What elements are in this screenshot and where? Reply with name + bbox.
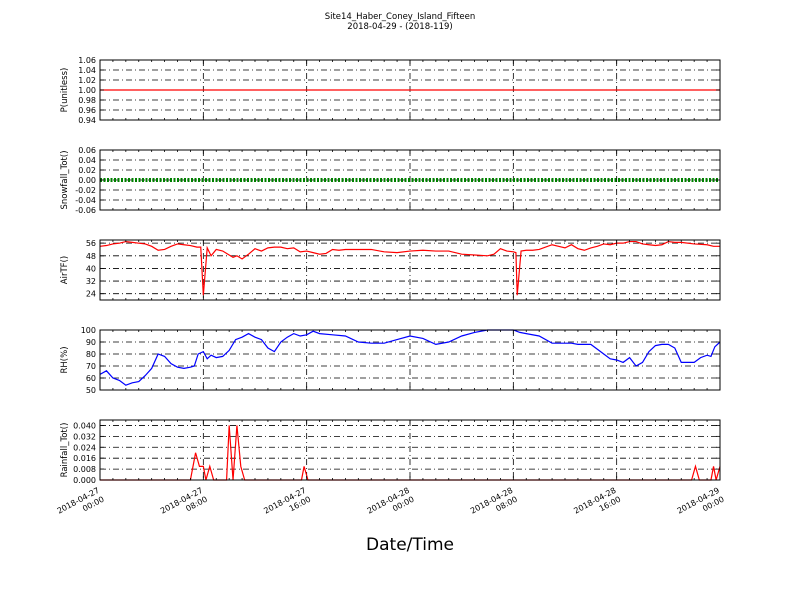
y-axis-label: Rainfall_Tot() [60, 423, 70, 478]
y-tick-label: 1.00 [78, 86, 96, 95]
y-tick-label: 70 [86, 362, 96, 371]
y-tick-label: 0.96 [78, 106, 96, 115]
y-tick-label: 1.06 [78, 56, 96, 65]
y-tick-label: -0.06 [75, 206, 96, 215]
y-axis-label: P(unitless) [60, 68, 70, 113]
chart-title: Site14_Haber_Coney_Island_Fifteen [325, 12, 476, 22]
y-tick-label: 0.024 [73, 443, 96, 452]
x-tick-label: 2018-04-2800:00 [366, 486, 416, 525]
y-tick-label: 0.98 [78, 96, 96, 105]
y-tick-label: -0.04 [75, 196, 96, 205]
panel-4: 50 60 70 80 90 100 RH(%) [60, 326, 721, 395]
y-tick-label: 40 [86, 264, 96, 273]
y-tick-label: 60 [86, 374, 96, 383]
x-tick-label: 2018-04-2708:00 [159, 486, 209, 525]
x-tick-label: 2018-04-2900:00 [676, 486, 726, 525]
y-axis-label: Snowfall_Tot() [60, 150, 70, 209]
x-tick-label: 2018-04-2808:00 [469, 486, 519, 525]
y-tick-label: 0.000 [73, 476, 96, 485]
x-tick-label: 2018-04-2700:00 [56, 486, 106, 525]
y-tick-label: -0.02 [75, 186, 96, 195]
x-tick-label: 2018-04-2816:00 [572, 486, 622, 525]
y-axis-label: RH(%) [60, 346, 70, 373]
panel-3: 24 32 40 48 56 AirTF() [60, 239, 721, 301]
y-tick-label: 0.008 [73, 465, 96, 474]
y-tick-label: 0.016 [73, 454, 96, 463]
y-tick-label: 24 [86, 290, 96, 299]
series-line-4 [99, 329, 721, 386]
panel-1: 0.940.960.981.001.021.041.06 P(unitless) [60, 56, 721, 125]
panel-5: 0.000 0.008 0.016 0.024 0.032 0.040Rainfall_T… [60, 419, 721, 485]
panels-group: 0.940.960.981.001.021.041.06 P(unitless) -… [60, 56, 721, 485]
panel-2: -0.06-0.04-0.020.000.020.040.06 Snowfall_… [60, 146, 721, 215]
y-tick-label: 32 [86, 277, 96, 286]
x-axis-tick-labels: 2018-04-2700:00 2018-04-2708:00 2018-04-27… [56, 486, 726, 525]
x-tick-label: 2018-04-2716:00 [262, 486, 312, 525]
y-axis-label: AirTF() [60, 256, 70, 284]
y-tick-label: 48 [86, 252, 96, 261]
y-tick-label: 0.06 [78, 146, 96, 155]
y-tick-label: 0.02 [78, 166, 96, 175]
y-tick-label: 56 [86, 239, 96, 248]
y-tick-label: 80 [86, 350, 96, 359]
y-tick-label: 0.00 [78, 176, 96, 185]
y-tick-label: 50 [86, 386, 96, 395]
y-tick-label: 0.040 [73, 421, 96, 430]
y-tick-label: 1.04 [78, 66, 96, 75]
y-tick-label: 100 [81, 326, 96, 335]
y-tick-label: 0.94 [78, 116, 96, 125]
y-tick-label: 0.032 [73, 432, 96, 441]
series-line-3 [99, 240, 720, 296]
chart-subtitle: 2018-04-29 - (2018-119) [347, 22, 452, 32]
y-tick-label: 1.02 [78, 76, 96, 85]
y-tick-label: 90 [86, 338, 96, 347]
x-axis-label: Date/Time [366, 535, 454, 555]
y-tick-label: 0.04 [78, 156, 96, 165]
